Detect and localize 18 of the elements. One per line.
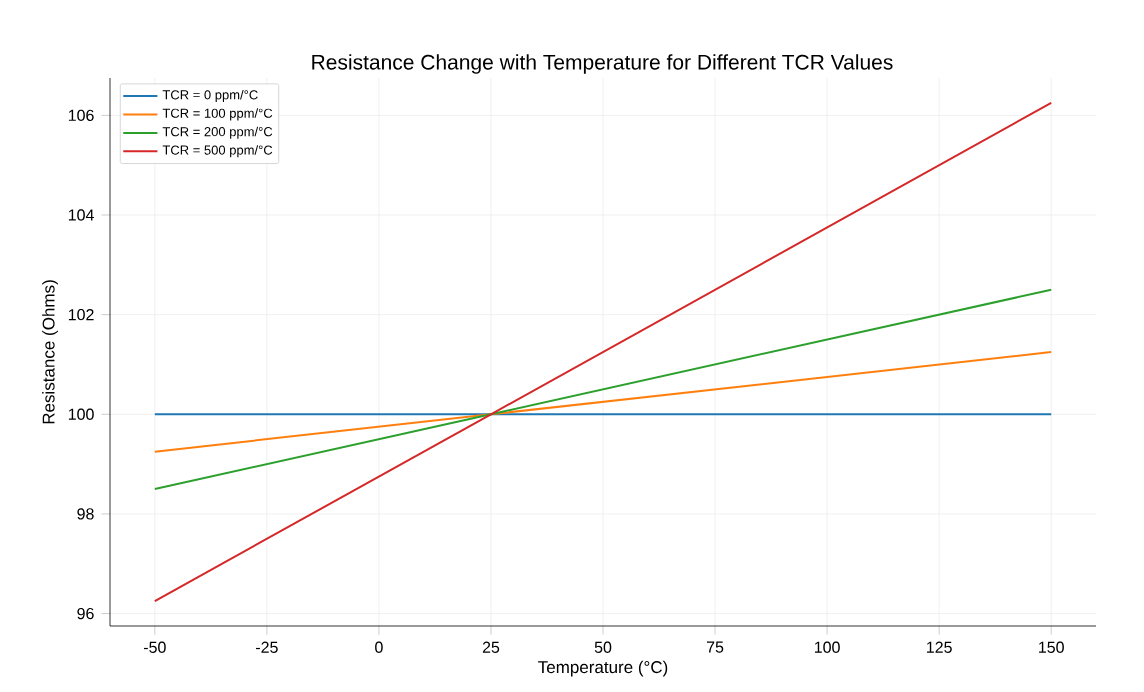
x-tick-label: 50 [594, 641, 612, 653]
y-tick-label: 98 [77, 508, 94, 520]
y-tick-label: 96 [77, 607, 94, 620]
x-tick-label: -25 [256, 641, 278, 653]
y-axis-title: Resistance (Ohms) [42, 280, 58, 424]
chart-title: Resistance Change with Temperature for Different TCR Values [312, 54, 893, 74]
y-tick-label: 104 [68, 209, 94, 221]
y-tick-label: 100 [68, 408, 94, 420]
x-tick-label: 125 [927, 641, 952, 653]
x-tick-label: 150 [1039, 641, 1064, 653]
x-tick-label: 0 [375, 641, 383, 653]
x-tick-label: 100 [814, 641, 840, 653]
y-tick-label: 102 [68, 308, 94, 321]
y-tick-label: 106 [68, 109, 94, 122]
x-tick-label: -50 [143, 641, 166, 653]
x-axis-title: Temperature (°C) [538, 660, 668, 677]
x-tick-label: 25 [482, 641, 500, 653]
x-tick-label: 75 [706, 641, 724, 653]
